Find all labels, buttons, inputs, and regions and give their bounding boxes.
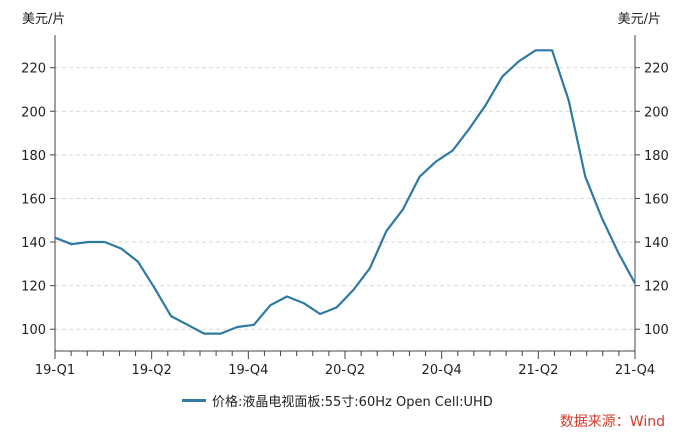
y-tick-label-left: 100: [21, 323, 46, 338]
x-tick-label: 20-Q4: [422, 363, 462, 378]
y-tick-label-right: 120: [644, 280, 669, 295]
y-tick-label-left: 160: [21, 192, 46, 207]
axes: [50, 35, 640, 359]
legend-label: 价格:液晶电视面板:55寸:60Hz Open Cell:UHD: [212, 395, 493, 410]
x-tick-label: 19-Q1: [35, 363, 75, 378]
y-tick-label-right: 100: [644, 323, 669, 338]
x-tick-label: 21-Q2: [518, 363, 558, 378]
source-label: 数据来源：Wind: [559, 414, 665, 430]
x-tick-label: 19-Q2: [132, 363, 172, 378]
y-tick-label-right: 220: [644, 62, 669, 77]
series-lines: [54, 49, 636, 335]
x-tick-label: 21-Q4: [615, 363, 655, 378]
y-tick-label-right: 140: [644, 236, 669, 251]
tick-labels: 100 100 120 120 140 140 160 160 180 180 200 200 220 2…: [21, 62, 669, 378]
x-tick-label: 19-Q4: [228, 363, 268, 378]
x-tick-label: 20-Q2: [325, 363, 365, 378]
y-tick-label-right: 180: [644, 149, 669, 164]
series-line: [54, 49, 636, 335]
legend-swatch: [182, 399, 206, 402]
y-tick-label-left: 140: [21, 236, 46, 251]
y-tick-label-left: 220: [21, 62, 46, 77]
left-axis-unit: 美元/片: [22, 12, 66, 27]
right-axis-unit: 美元/片: [617, 12, 661, 27]
y-tick-label-right: 200: [644, 105, 669, 120]
y-tick-label-left: 200: [21, 105, 46, 120]
y-tick-label-left: 180: [21, 149, 46, 164]
legend: 价格:液晶电视面板:55寸:60Hz Open Cell:UHD: [182, 391, 493, 410]
grid-lines: [55, 67, 635, 330]
y-tick-label-left: 120: [21, 280, 46, 295]
y-tick-label-right: 160: [644, 192, 669, 207]
